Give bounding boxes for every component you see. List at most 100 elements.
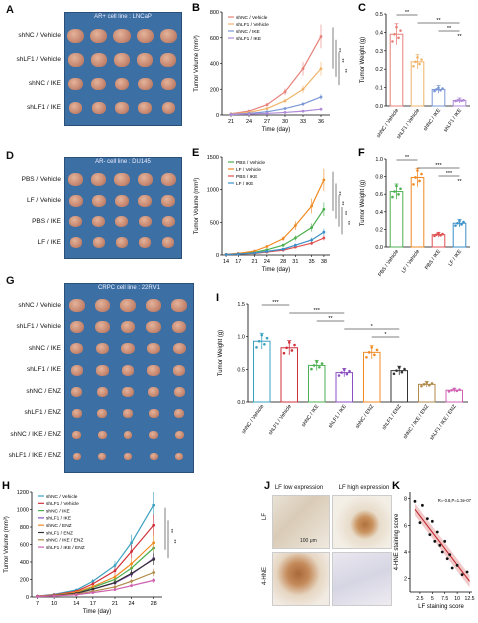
- x-tick-label: LF / Vehicle: [401, 249, 422, 275]
- data-point: [373, 353, 376, 357]
- data-point: [322, 207, 326, 211]
- tumor-specimen: [146, 343, 161, 355]
- x-axis-title: Time (day): [262, 267, 290, 273]
- x-tick-label: 21: [252, 259, 258, 265]
- photo-caption-a: AR+ cell line : LNCaP: [94, 14, 152, 20]
- sig-label: **: [341, 69, 347, 74]
- data-point: [283, 111, 287, 114]
- sig-label: ***: [446, 171, 453, 177]
- data-point: [395, 184, 398, 188]
- data-point: [425, 517, 429, 521]
- data-point: [399, 29, 402, 32]
- x-tick-label: shLF1 / Vehicle: [268, 404, 293, 437]
- sig-label: ***: [435, 163, 442, 169]
- data-point: [441, 232, 444, 236]
- photo-row-label: shNC / IKE: [28, 80, 61, 87]
- ihc-image-lf-low: [272, 495, 330, 549]
- x-tick-label: 17: [90, 601, 96, 607]
- data-point: [393, 32, 396, 36]
- y-tick-label: 1.5: [237, 302, 245, 308]
- sig-label: **: [457, 34, 462, 40]
- tumor-specimen: [122, 387, 134, 397]
- tumor-specimen: [91, 173, 107, 186]
- panel-letter: H: [2, 480, 10, 492]
- data-point: [416, 56, 419, 59]
- y-tick-label: 1000: [207, 188, 219, 194]
- data-point: [391, 40, 394, 43]
- photo-row-label: shNC / IKE: [28, 344, 61, 352]
- data-point: [395, 25, 398, 29]
- data-point: [312, 364, 316, 367]
- data-point: [255, 346, 258, 349]
- data-point: [319, 35, 323, 38]
- x-axis-title: Time (day): [262, 127, 290, 133]
- sig-label: ***: [314, 308, 321, 314]
- data-point: [397, 366, 401, 369]
- x-tick-label: 21: [228, 119, 234, 125]
- y-tick-label: 1200: [17, 490, 29, 496]
- regression-line: [414, 509, 470, 582]
- data-point: [281, 237, 285, 241]
- data-point: [152, 578, 156, 582]
- data-point: [52, 594, 56, 598]
- bar: [280, 347, 298, 403]
- series-line: [37, 547, 155, 597]
- sig-label: **: [338, 201, 344, 206]
- bar: [253, 340, 271, 403]
- tumor-specimen: [161, 102, 176, 114]
- data-point: [91, 579, 95, 583]
- data-point: [416, 169, 419, 172]
- tumor-specimen: [120, 299, 136, 313]
- sig-label: **: [405, 10, 410, 16]
- data-point: [439, 233, 442, 237]
- tumor-specimen: [120, 321, 136, 334]
- data-point: [414, 176, 417, 179]
- chart-h: H 0 200 400 600 800 1000 1200 Tumor Volume (mm³)…: [2, 480, 176, 615]
- data-point: [224, 253, 228, 256]
- tumor-specimen: [95, 343, 110, 355]
- photo-row-label: shLF1 / IKE / ENZ: [8, 452, 61, 460]
- data-point: [433, 539, 437, 543]
- tumor-specimen: [138, 102, 152, 114]
- tumor-specimen: [98, 452, 107, 460]
- y-tick-label: 1500: [207, 155, 219, 161]
- tumor-specimen: [161, 194, 176, 207]
- x-tick-label: 7.5: [441, 596, 448, 602]
- data-point: [293, 236, 297, 240]
- y-tick-label: 400: [20, 560, 29, 566]
- x-tick-label: 27: [264, 119, 270, 125]
- data-point: [437, 86, 440, 90]
- tumor-specimen: [94, 299, 111, 313]
- data-point: [257, 339, 261, 343]
- chart-b: B 0 200 400 600 800 Tumor Volume (mm³) 21 24 27 30…: [192, 2, 347, 133]
- bar: [389, 33, 404, 107]
- y-tick-label: 400: [210, 62, 219, 68]
- legend-label: shNC / Vehicle: [46, 494, 78, 500]
- data-point: [293, 224, 297, 227]
- legend-label: shLF1 / IKE / ENZ: [46, 545, 85, 551]
- x-tick-label: 38: [321, 259, 327, 265]
- tumor-specimen: [137, 173, 153, 186]
- legend-label: shNC / IKE / ENZ: [46, 538, 83, 544]
- data-point: [454, 99, 457, 103]
- data-point: [285, 346, 288, 350]
- sig-label: **: [170, 539, 176, 544]
- x-tick-label: 31: [292, 259, 298, 265]
- data-point: [450, 388, 453, 392]
- data-point: [315, 360, 319, 364]
- tumor-specimen: [174, 409, 185, 418]
- bar: [335, 372, 353, 403]
- sig-label: **: [167, 529, 173, 534]
- data-point: [450, 566, 454, 570]
- series-line: [226, 208, 325, 255]
- panel-letter: I: [216, 292, 219, 304]
- x-axis-title: Time (day): [83, 609, 111, 615]
- data-point: [310, 241, 314, 245]
- tumor-specimen: [91, 102, 106, 114]
- data-point: [310, 367, 313, 371]
- data-point: [36, 595, 39, 598]
- data-point: [348, 369, 351, 373]
- tumor-specimen: [171, 299, 187, 313]
- tumor-specimen: [95, 321, 110, 334]
- data-point: [236, 252, 240, 256]
